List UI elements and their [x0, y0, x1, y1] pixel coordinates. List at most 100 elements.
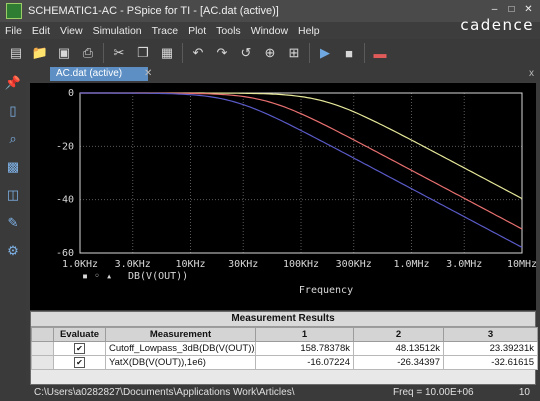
menu-help[interactable]: Help [298, 24, 320, 37]
tab-ac-dat[interactable]: AC.dat (active) [50, 67, 148, 81]
new-icon[interactable]: ▤ [9, 45, 23, 60]
chart-edit-icon[interactable]: ✎ [7, 215, 19, 230]
plot-traces [80, 92, 523, 248]
menu-bar: File Edit View Simulation Trace Plot Too… [0, 16, 540, 39]
search-document-icon[interactable]: ⌕ [9, 131, 17, 146]
run-icon[interactable]: ▶ [320, 45, 330, 60]
x-tick-label: 10MHz [507, 259, 536, 270]
toolbar-divider [309, 43, 310, 63]
value-cell-3: -32.61615 [443, 355, 538, 370]
x-tick-label: 1.0KHz [62, 259, 98, 270]
plot-grid [79, 92, 523, 254]
plot-frame [79, 92, 523, 254]
x-tick-label: 10KHz [175, 259, 205, 270]
evaluate-checkbox[interactable]: ✔ [74, 343, 85, 354]
menu-edit[interactable]: Edit [31, 24, 51, 37]
row-selector-header [31, 327, 54, 342]
x-tick-label: 3.0MHz [446, 259, 482, 270]
x-tick-label: 1.0MHz [393, 259, 429, 270]
menu-tools[interactable]: Tools [216, 24, 241, 37]
column-header-measurement[interactable]: Measurement [105, 327, 256, 342]
menu-window[interactable]: Window [250, 24, 289, 37]
window-controls: – □ ✕ [487, 3, 536, 17]
cut-icon[interactable]: ✂ [113, 45, 125, 60]
measurement-cell[interactable]: YatX(DB(V(OUT)),1e6) [105, 355, 256, 370]
minimize-icon[interactable]: – [491, 4, 498, 15]
document-tabs: AC.dat (active) ✕ x [26, 67, 540, 81]
x-tick-label: 3.0KHz [115, 259, 151, 270]
settings-icon[interactable]: ⚙ [7, 243, 19, 258]
row-selector[interactable] [31, 355, 54, 370]
image-icon[interactable]: ▩ [6, 159, 20, 174]
stop-icon[interactable]: ■ [345, 45, 353, 61]
save-icon[interactable]: ▣ [57, 45, 71, 60]
undo-icon[interactable]: ↶ [192, 45, 204, 60]
status-path: C:\Users\a0282827\Documents\Applications… [34, 387, 295, 398]
y-tick-label: -40 [56, 195, 74, 206]
zoom-fit-icon[interactable]: ⊞ [288, 45, 300, 60]
app-icon [6, 3, 22, 19]
value-cell-1: 158.78378k [255, 341, 354, 356]
value-cell-2: 48.13512k [353, 341, 444, 356]
toolbar: ▤ 📁 ▣ ⎙ ✂ ❐ ▦ ↶ ↷ ↺ ⊕ ⊞ ▶ ■ ▬ [0, 39, 540, 67]
column-header-evaluate[interactable]: Evaluate [53, 327, 106, 342]
status-bar: C:\Users\a0282827\Documents\Applications… [0, 385, 540, 401]
measurement-cell[interactable]: Cutoff_Lowpass_3dB(DB(V(OUT))) [105, 341, 256, 356]
menu-trace[interactable]: Trace [151, 24, 179, 37]
table-row[interactable]: ✔ Cutoff_Lowpass_3dB(DB(V(OUT))) 158.783… [31, 341, 538, 356]
chart-icon[interactable]: ◫ [6, 187, 20, 202]
redo-icon[interactable]: ↷ [216, 45, 228, 60]
column-header-3[interactable]: 3 [443, 327, 538, 342]
x-tick-label: 30KHz [228, 259, 258, 270]
legend-label: DB(V(OUT)) [128, 271, 188, 282]
window-close-icon[interactable]: x [529, 68, 534, 79]
measurement-table: Evaluate Measurement 1 2 3 ✔ Cutoff_Lowp… [31, 327, 538, 370]
menu-simulation[interactable]: Simulation [92, 24, 142, 37]
evaluate-cell[interactable]: ✔ [53, 341, 106, 356]
pin-icon[interactable]: 📌 [4, 75, 22, 90]
x-tick-label: 300KHz [336, 259, 372, 270]
evaluate-cell[interactable]: ✔ [53, 355, 106, 370]
tab-close-icon[interactable]: ✕ [144, 68, 153, 79]
left-toolbar: 📌 ▯ ⌕ ▩ ◫ ✎ ⚙ [0, 67, 26, 385]
row-selector[interactable] [31, 341, 54, 356]
toolbar-divider [103, 43, 104, 63]
markers-icon[interactable]: ▬ [373, 45, 387, 61]
x-tick-label: 100KHz [283, 259, 319, 270]
toolbar-divider [364, 43, 365, 63]
column-header-1[interactable]: 1 [255, 327, 354, 342]
menu-plot[interactable]: Plot [188, 24, 207, 37]
status-frequency: Freq = 10.00E+06 [393, 387, 474, 398]
column-header-2[interactable]: 2 [353, 327, 444, 342]
table-header-row: Evaluate Measurement 1 2 3 [31, 327, 538, 342]
document-icon[interactable]: ▯ [9, 103, 17, 118]
copy-icon[interactable]: ❐ [137, 45, 149, 60]
trace-line-2 [80, 92, 523, 230]
rotate-icon[interactable]: ↺ [240, 45, 252, 60]
value-cell-1: -16.07224 [255, 355, 354, 370]
probe-plot[interactable]: 0 -20 -40 -60 1.0KHz 3.0KHz 10KHz 30KHz 100KHz 30… [30, 83, 536, 310]
plot-labels: 0 -20 -40 -601.0KHz 3.0KHz 10KHz 30KHz 100KHz 30… [56, 88, 536, 296]
brand-logo: cadence [460, 16, 534, 34]
menu-view[interactable]: View [60, 24, 83, 37]
evaluate-checkbox[interactable]: ✔ [74, 357, 85, 368]
maximize-icon[interactable]: □ [508, 4, 515, 15]
y-tick-label: -60 [56, 248, 74, 259]
status-page: 10 [518, 387, 530, 398]
y-tick-label: -20 [56, 141, 74, 152]
plot-canvas[interactable]: 0 -20 -40 -601.0KHz 3.0KHz 10KHz 30KHz 100KHz 30… [30, 83, 536, 310]
x-axis-label: Frequency [299, 285, 353, 296]
measurement-results-panel: Measurement Results Evaluate Measurement… [30, 311, 538, 385]
value-cell-2: -26.34397 [353, 355, 444, 370]
print-icon[interactable]: ⎙ [82, 45, 94, 60]
table-row[interactable]: ✔ YatX(DB(V(OUT)),1e6) -16.07224 -26.343… [31, 355, 538, 370]
open-icon[interactable]: 📁 [31, 45, 49, 60]
menu-file[interactable]: File [5, 24, 22, 37]
title-bar: SCHEMATIC1-AC - PSpice for TI - [AC.dat … [0, 0, 540, 22]
close-icon[interactable]: ✕ [524, 4, 533, 15]
paste-icon[interactable]: ▦ [160, 45, 174, 60]
window-title: SCHEMATIC1-AC - PSpice for TI - [AC.dat … [28, 5, 279, 17]
measurement-results-title: Measurement Results [31, 312, 535, 327]
y-tick-label: 0 [68, 88, 74, 99]
zoom-icon[interactable]: ⊕ [264, 45, 276, 60]
